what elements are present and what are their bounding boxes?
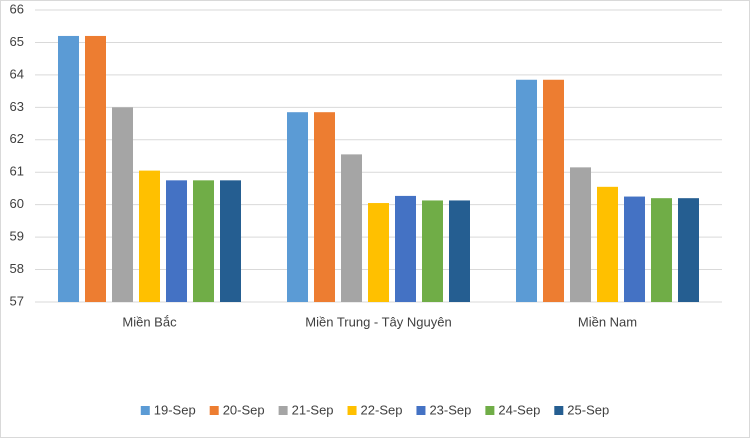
bar: [368, 203, 389, 302]
bar: [112, 107, 133, 302]
bar: [139, 170, 160, 302]
bar: [422, 200, 443, 302]
bar: [678, 198, 699, 302]
legend-swatch: [347, 406, 357, 415]
legend-swatch: [554, 406, 564, 415]
bar: [516, 79, 537, 302]
legend-label: 23-Sep: [429, 402, 471, 417]
bar: [193, 180, 214, 302]
y-tick-label: 57: [10, 293, 24, 308]
y-tick-label: 61: [10, 164, 24, 179]
y-tick-label: 66: [10, 1, 24, 16]
bar: [624, 196, 645, 302]
y-tick-label: 65: [10, 34, 24, 49]
bar: [449, 200, 470, 302]
bar: [314, 112, 335, 302]
y-tick-label: 58: [10, 261, 24, 276]
bar: [220, 180, 241, 302]
legend-swatch: [278, 406, 288, 415]
x-tick-label: Miền Bắc: [122, 314, 177, 329]
legend-swatch: [485, 406, 495, 415]
legend-label: 20-Sep: [223, 402, 265, 417]
bar: [85, 35, 106, 302]
bar: [570, 167, 591, 302]
legend-swatch: [140, 406, 150, 415]
bar: [287, 112, 308, 302]
legend-swatch: [416, 406, 426, 415]
bar: [166, 180, 187, 302]
y-tick-label: 62: [10, 131, 24, 146]
bar: [651, 198, 672, 302]
y-tick-label: 59: [10, 229, 24, 244]
x-tick-label: Miền Nam: [578, 314, 637, 329]
x-tick-label: Miền Trung - Tây Nguyên: [305, 314, 451, 329]
bar: [543, 79, 564, 302]
y-tick-label: 64: [10, 66, 24, 81]
legend-label: 21-Sep: [292, 402, 334, 417]
bar: [341, 154, 362, 302]
y-tick-label: 60: [10, 196, 24, 211]
legend-label: 19-Sep: [154, 402, 196, 417]
legend-label: 25-Sep: [567, 402, 609, 417]
legend-swatch: [209, 406, 219, 415]
legend-label: 22-Sep: [361, 402, 403, 417]
legend-label: 24-Sep: [498, 402, 540, 417]
bar: [395, 195, 416, 302]
bar: [597, 186, 618, 302]
bar: [58, 35, 79, 302]
y-tick-label: 63: [10, 99, 24, 114]
